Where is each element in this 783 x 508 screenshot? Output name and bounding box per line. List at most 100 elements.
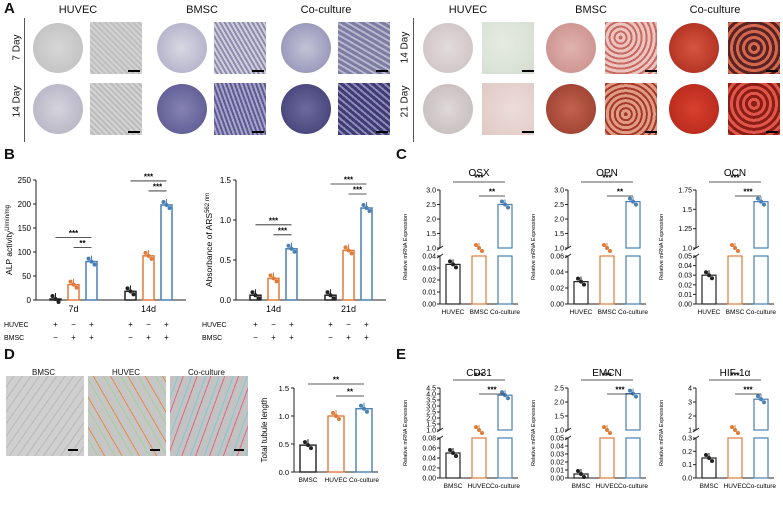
significance-label: *** — [487, 386, 497, 395]
bar — [342, 249, 355, 301]
data-point — [704, 453, 708, 457]
significance-label: *** — [69, 229, 79, 238]
data-point — [367, 209, 372, 213]
data-point — [86, 256, 91, 261]
ars-row-label-14day: 14 Day — [399, 31, 411, 64]
data-point — [92, 262, 97, 267]
data-point — [480, 431, 484, 435]
data-point — [306, 443, 310, 448]
y-tick-label: 0.08 — [422, 436, 436, 443]
bar-lower-segment — [599, 255, 615, 305]
y-tick-label: 1.5 — [220, 176, 232, 185]
data-point — [477, 246, 481, 250]
bar-lower-segment — [727, 255, 743, 305]
data-point — [506, 396, 510, 401]
micro-label-bmsc: BMSC — [32, 368, 56, 377]
condition-mark: + — [346, 333, 351, 342]
y-tick-label: 0.02 — [550, 286, 564, 293]
condition-mark: + — [146, 333, 151, 342]
significance-label: *** — [730, 372, 740, 381]
ars-dish-bmsc-21d — [546, 84, 596, 134]
y-tick-label: 1.25 — [678, 226, 692, 233]
bar — [625, 200, 641, 249]
panel-label-c: C — [396, 146, 407, 163]
y-tick-label: 100 — [18, 248, 32, 257]
data-point — [128, 289, 133, 294]
data-point — [331, 296, 336, 301]
y-tick-label: 0.02 — [550, 460, 564, 467]
condition-mark: + — [164, 333, 169, 342]
scale-bar — [766, 70, 778, 72]
bar — [497, 203, 513, 249]
ars-zoom-bmsc-14d — [605, 22, 657, 74]
scale-bar — [68, 449, 78, 451]
data-point — [451, 451, 455, 455]
y-tick-label: 0.0 — [220, 296, 232, 305]
alp-zoom-bmsc-7d — [214, 22, 266, 74]
alp-zoom-bmsc-14d — [214, 83, 266, 135]
chart-title: EMCN — [592, 368, 621, 379]
significance-label: ** — [617, 188, 624, 197]
y-tick-label: 0.00 — [678, 302, 692, 309]
panel-label-b: B — [4, 146, 15, 163]
chart-ocn: OCN 1.0 1.25 1.5 1.75 0.00 0.01 0.02 0.03 0.04 0.0… — [659, 168, 776, 316]
condition-mark: − — [53, 333, 58, 342]
significance-label: *** — [602, 372, 612, 381]
scale-bar — [522, 131, 534, 133]
y-tick-label: 3 — [688, 400, 692, 407]
scale-bar — [128, 131, 140, 133]
y-tick-label: 200 — [18, 200, 32, 209]
panel-label-e: E — [396, 346, 407, 363]
data-point — [710, 276, 714, 281]
significance-label: *** — [615, 386, 625, 395]
condition-mark: + — [89, 333, 94, 342]
y-tick-label: 0.04 — [550, 270, 564, 277]
bar-lower-segment — [625, 255, 641, 305]
chart-tubule-length: 0.0 0.5 1.0 1.5 Total tubule length BMSC HUVEC… — [260, 376, 379, 485]
data-point — [349, 251, 354, 256]
scale-bar — [376, 131, 388, 133]
y-tick-label: 0 — [27, 296, 32, 305]
condition-mark: + — [364, 320, 369, 329]
data-point — [500, 390, 504, 395]
data-point — [253, 293, 258, 298]
ars-zoom-bmsc-21d — [605, 83, 657, 135]
ars-dish-coculture-14d — [669, 23, 719, 73]
x-tick-label: Co-culture — [349, 477, 379, 484]
data-point — [146, 253, 151, 258]
data-point — [361, 203, 366, 207]
ars-col-header-huvec: HUVEC — [448, 4, 488, 16]
ars-dish-huvec-21d — [423, 84, 473, 134]
condition-mark: + — [364, 333, 369, 342]
condition-mark: + — [71, 333, 76, 342]
bar-lower-segment — [471, 255, 487, 305]
y-tick-label: 0.02 — [422, 278, 436, 285]
data-point — [364, 206, 369, 210]
significance-label: *** — [278, 226, 288, 235]
y-tick-label: 0.3 — [682, 436, 692, 443]
data-point — [343, 245, 348, 250]
y-tick-label: 0.5 — [220, 256, 232, 265]
alp-dish-coculture-14d — [281, 84, 331, 134]
data-point — [582, 475, 586, 479]
significance-label: *** — [344, 176, 354, 185]
x-tick-label: BMSC — [598, 309, 617, 316]
data-point — [303, 440, 307, 445]
significance-label: *** — [602, 174, 612, 183]
data-point — [759, 397, 763, 402]
micro-image-huvec — [88, 376, 166, 456]
significance-label: *** — [353, 186, 363, 195]
micro-image-coculture — [170, 376, 248, 456]
bar — [142, 255, 155, 301]
data-point — [631, 199, 635, 204]
y-tick-label: 0.06 — [422, 446, 436, 453]
bar-lower-segment — [753, 255, 769, 305]
condition-mark: + — [89, 320, 94, 329]
data-point — [756, 394, 760, 399]
alp-row-divider — [24, 18, 25, 142]
alp-dish-bmsc-7d — [157, 23, 207, 73]
bar-lower-segment — [727, 437, 743, 479]
data-point — [292, 249, 297, 254]
bar-lower-segment — [599, 437, 615, 479]
